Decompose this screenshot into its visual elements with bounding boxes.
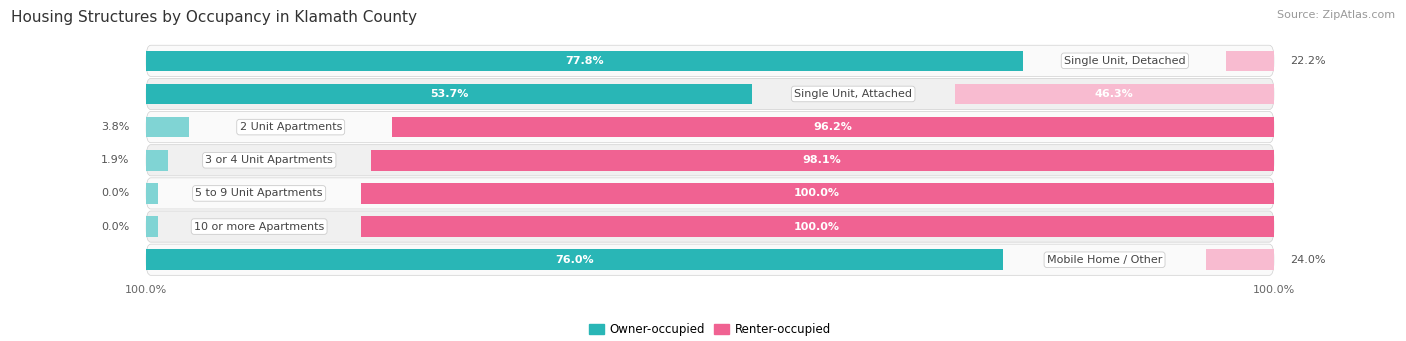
Text: Mobile Home / Other: Mobile Home / Other: [1047, 255, 1163, 265]
Text: 0.0%: 0.0%: [101, 222, 129, 232]
Text: 22.2%: 22.2%: [1291, 56, 1326, 66]
Bar: [146, 216, 157, 237]
Text: 3.8%: 3.8%: [101, 122, 129, 132]
Text: 5 to 9 Unit Apartments: 5 to 9 Unit Apartments: [195, 189, 323, 198]
Bar: [146, 150, 167, 170]
Text: 3 or 4 Unit Apartments: 3 or 4 Unit Apartments: [205, 155, 333, 165]
Text: 0.0%: 0.0%: [101, 189, 129, 198]
Text: 77.8%: 77.8%: [565, 56, 605, 66]
Legend: Owner-occupied, Renter-occupied: Owner-occupied, Renter-occupied: [585, 318, 835, 341]
Bar: [146, 50, 1024, 71]
Text: 96.2%: 96.2%: [814, 122, 852, 132]
Bar: [360, 216, 1274, 237]
Bar: [146, 84, 752, 104]
FancyBboxPatch shape: [146, 178, 1274, 209]
Bar: [146, 250, 1002, 270]
Text: 10 or more Apartments: 10 or more Apartments: [194, 222, 325, 232]
Text: 76.0%: 76.0%: [555, 255, 595, 265]
FancyBboxPatch shape: [146, 211, 1274, 242]
Text: 98.1%: 98.1%: [803, 155, 842, 165]
Bar: [1206, 250, 1274, 270]
FancyBboxPatch shape: [146, 78, 1274, 109]
Text: Housing Structures by Occupancy in Klamath County: Housing Structures by Occupancy in Klama…: [11, 10, 418, 25]
Text: 1.9%: 1.9%: [101, 155, 129, 165]
Bar: [360, 183, 1274, 204]
Text: 100.0%: 100.0%: [794, 222, 841, 232]
Bar: [146, 117, 190, 137]
Text: 53.7%: 53.7%: [430, 89, 468, 99]
Bar: [392, 117, 1274, 137]
Text: 46.3%: 46.3%: [1095, 89, 1133, 99]
FancyBboxPatch shape: [146, 112, 1274, 143]
FancyBboxPatch shape: [146, 244, 1274, 275]
Text: 2 Unit Apartments: 2 Unit Apartments: [239, 122, 342, 132]
Text: Single Unit, Detached: Single Unit, Detached: [1064, 56, 1185, 66]
Bar: [955, 84, 1274, 104]
FancyBboxPatch shape: [146, 145, 1274, 176]
Bar: [371, 150, 1274, 170]
Text: 24.0%: 24.0%: [1291, 255, 1326, 265]
Bar: [1226, 50, 1274, 71]
FancyBboxPatch shape: [146, 45, 1274, 76]
Text: Single Unit, Attached: Single Unit, Attached: [794, 89, 912, 99]
Bar: [146, 183, 157, 204]
Text: 100.0%: 100.0%: [794, 189, 841, 198]
Text: Source: ZipAtlas.com: Source: ZipAtlas.com: [1277, 10, 1395, 20]
